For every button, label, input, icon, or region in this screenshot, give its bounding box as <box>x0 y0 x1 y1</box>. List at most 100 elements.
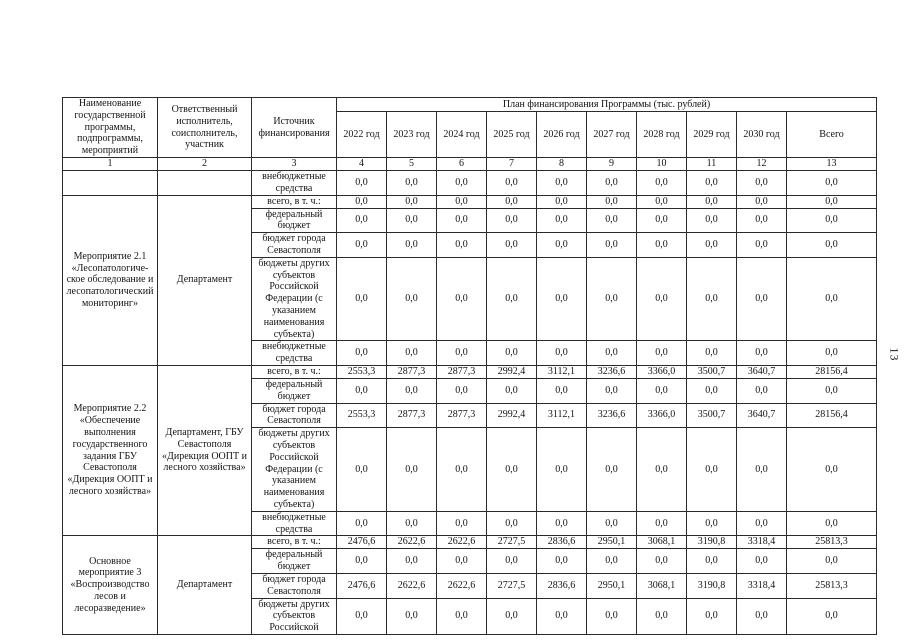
financing-plan-table: Наименование государственной программы, … <box>62 97 878 635</box>
header-funding-source: Источник финансирования <box>251 97 337 158</box>
value-cell: 0,0 <box>736 207 787 234</box>
value-cell: 0,0 <box>436 377 487 404</box>
value-cell: 0,0 <box>586 340 637 366</box>
value-cell: 0,0 <box>386 170 437 196</box>
value-cell: 0,0 <box>785 340 878 366</box>
header-year: 2027 год <box>586 111 637 158</box>
value-cell: 0,0 <box>736 427 787 512</box>
table-row: федеральный бюджет 0,0 0,0 0,0 0,0 0,0 0,0 0,0 0… <box>63 207 878 234</box>
value-cell: 0,0 <box>486 170 537 196</box>
value-cell: 0,0 <box>436 256 487 342</box>
value-cell: 0,0 <box>785 256 878 342</box>
value-cell: 0,0 <box>686 377 737 404</box>
value-cell: 0,0 <box>336 232 387 258</box>
value-cell: 3500,7 <box>686 402 737 429</box>
value-cell: 0,0 <box>536 232 587 258</box>
value-cell: 0,0 <box>686 427 737 512</box>
value-cell: 3366,0 <box>636 364 687 379</box>
program-name-cell: Основное мероприятие 3 «Воспроизводство … <box>62 535 158 635</box>
funding-source-cell: федеральный бюджет <box>251 548 337 574</box>
value-cell: 0,0 <box>636 510 687 537</box>
value-cell: 0,0 <box>486 232 537 258</box>
header-column-number: 2 <box>157 157 252 171</box>
value-cell: 0,0 <box>336 340 387 366</box>
value-cell: 0,0 <box>336 194 387 209</box>
funding-source-cell: федеральный бюджет <box>251 207 337 234</box>
value-cell: 2950,1 <box>586 572 637 599</box>
value-cell: 3500,7 <box>686 364 737 379</box>
value-cell: 25813,3 <box>785 572 878 599</box>
value-cell: 2622,6 <box>436 572 487 599</box>
value-cell: 0,0 <box>636 232 687 258</box>
value-cell: 28156,4 <box>785 402 878 429</box>
value-cell: 0,0 <box>686 340 737 366</box>
value-cell: 3190,8 <box>686 572 737 599</box>
value-cell: 0,0 <box>785 427 878 512</box>
table-row: Основное мероприятие 3 «Воспроизводство … <box>62 535 878 635</box>
value-cell: 0,0 <box>586 170 637 196</box>
value-cell: 0,0 <box>436 427 487 512</box>
value-cell: 0,0 <box>636 427 687 512</box>
header-column-number: 3 <box>251 157 337 171</box>
table-row: внебюджетные средства 0,0 0,0 0,0 0,0 0,0 0,0 0… <box>63 510 878 537</box>
value-cell: 0,0 <box>785 194 878 209</box>
value-cell: 3068,1 <box>636 535 687 550</box>
value-cell: 3190,8 <box>686 535 737 550</box>
value-cell: 0,0 <box>636 170 687 196</box>
header-column-number: 10 <box>636 157 687 171</box>
value-cell: 0,0 <box>586 377 637 404</box>
header-column-numbers-row: 1 2 3 4 5 6 7 8 9 10 11 12 13 <box>62 157 878 171</box>
value-cell: 0,0 <box>536 170 587 196</box>
table-row: бюджет города Севастополя 2553,3 2877,3 287… <box>63 402 878 429</box>
value-cell: 0,0 <box>736 170 787 196</box>
value-cell: 0,0 <box>486 377 537 404</box>
header-column-number: 13 <box>785 157 878 171</box>
header-years-row: 2022 год 2023 год 2024 год 2025 год 2026 год… <box>63 111 878 158</box>
value-cell: 3318,4 <box>736 535 787 550</box>
funding-source-cell: бюджет города Севастополя <box>251 572 337 599</box>
table-row: бюджет города Севастополя 0,0 0,0 0,0 0,0 0,0… <box>63 232 878 258</box>
value-cell: 3068,1 <box>636 572 687 599</box>
value-cell: 0,0 <box>586 510 637 537</box>
value-cell: 0,0 <box>736 597 787 635</box>
table-row: бюджеты других субъектов Российской Феде… <box>63 256 878 342</box>
value-cell: 3236,6 <box>586 402 637 429</box>
value-cell: 0,0 <box>686 207 737 234</box>
header-year: 2025 год <box>486 111 537 158</box>
value-cell: 0,0 <box>586 232 637 258</box>
value-cell: 2950,1 <box>586 535 637 550</box>
value-cell: 0,0 <box>486 510 537 537</box>
value-cell: 2622,6 <box>436 535 487 550</box>
funding-source-cell: внебюджетные средства <box>251 170 337 196</box>
funding-source-cell: бюджет города Севастополя <box>251 232 337 258</box>
header-year: 2026 год <box>536 111 587 158</box>
value-cell: 0,0 <box>736 510 787 537</box>
value-cell: 0,0 <box>336 510 387 537</box>
value-cell: 0,0 <box>386 377 437 404</box>
value-cell: 2877,3 <box>436 364 487 379</box>
value-cell: 2727,5 <box>486 535 537 550</box>
value-cell: 0,0 <box>586 548 637 574</box>
value-cell: 0,0 <box>736 256 787 342</box>
header-column-number: 8 <box>536 157 587 171</box>
value-cell: 2476,6 <box>336 535 387 550</box>
value-cell: 0,0 <box>336 548 387 574</box>
header-year: 2030 год <box>736 111 787 158</box>
value-cell: 0,0 <box>486 427 537 512</box>
value-cell: 0,0 <box>486 207 537 234</box>
value-cell: 0,0 <box>686 256 737 342</box>
executor-cell <box>157 170 252 196</box>
table-body: внебюджетные средства 0,0 0,0 0,0 0,0 0,0 0,0 0… <box>62 170 878 635</box>
value-cell: 0,0 <box>536 548 587 574</box>
funding-source-cell: всего, в т. ч.: <box>251 194 337 209</box>
executor-cell: Департамент <box>157 194 252 366</box>
value-cell: 0,0 <box>686 194 737 209</box>
funding-source-cell: всего, в т. ч.: <box>251 364 337 379</box>
executor-cell: Департамент, ГБУ Севастополя «Дирекция О… <box>157 364 252 537</box>
value-cell: 0,0 <box>386 194 437 209</box>
value-cell: 0,0 <box>436 232 487 258</box>
value-cell: 0,0 <box>785 597 878 635</box>
value-cell: 2553,3 <box>336 364 387 379</box>
value-cell: 0,0 <box>386 597 437 635</box>
value-cell: 0,0 <box>785 232 878 258</box>
